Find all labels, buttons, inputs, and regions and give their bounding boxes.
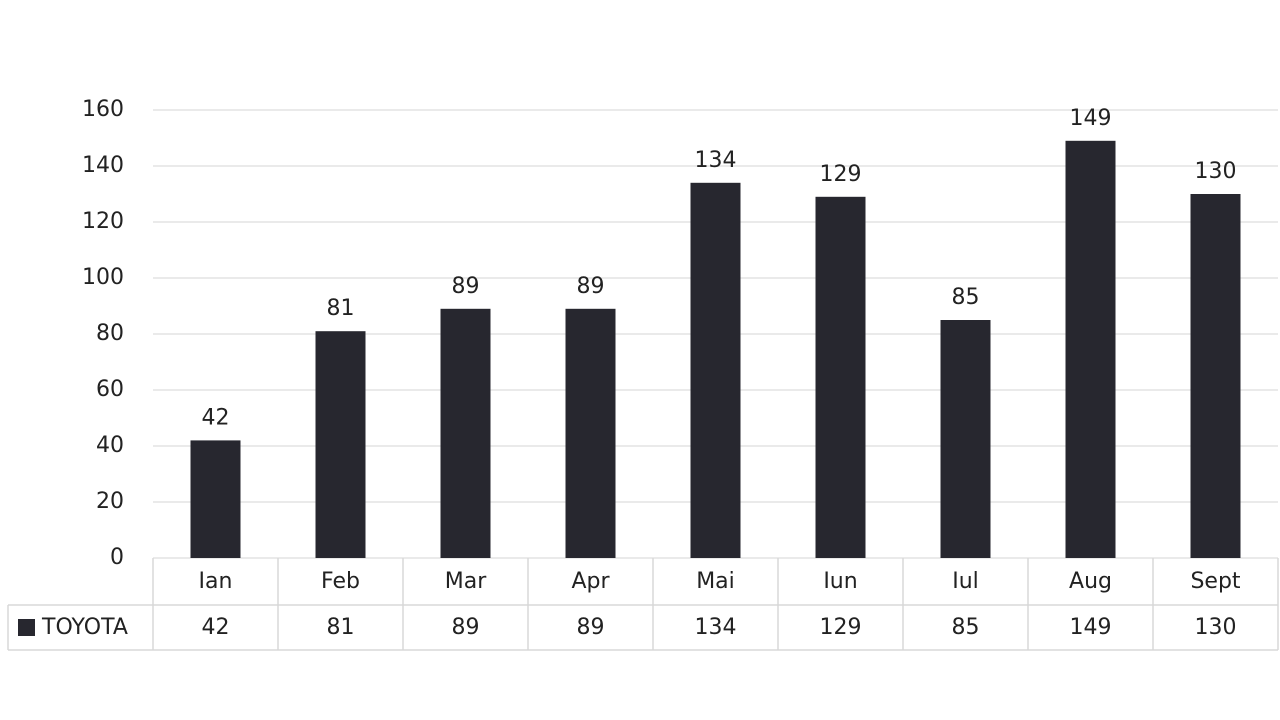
data-label: 134 (695, 148, 737, 173)
table-value: 89 (452, 615, 480, 640)
table-value: 129 (820, 615, 862, 640)
y-tick-label: 140 (82, 153, 124, 178)
data-label: 129 (820, 162, 862, 187)
y-tick-label: 120 (82, 209, 124, 234)
table-value: 85 (952, 615, 980, 640)
legend-swatch (18, 619, 35, 636)
bar (315, 331, 366, 558)
x-tick-label: Sept (1190, 569, 1240, 594)
table-value: 134 (695, 615, 737, 640)
legend-label: TOYOTA (41, 615, 128, 640)
y-tick-label: 160 (82, 97, 124, 122)
bar (440, 308, 491, 558)
data-label: 42 (202, 405, 230, 430)
x-tick-label: Mai (696, 569, 735, 594)
table-value: 42 (202, 615, 230, 640)
bar (1190, 194, 1241, 558)
y-tick-label: 40 (96, 433, 124, 458)
x-tick-label: Mar (445, 569, 487, 594)
x-tick-label: Ian (199, 569, 233, 594)
data-label: 149 (1070, 106, 1112, 131)
x-tick-label: Aug (1069, 569, 1112, 594)
table-value: 81 (327, 615, 355, 640)
y-tick-label: 80 (96, 321, 124, 346)
table-value: 89 (577, 615, 605, 640)
table-value: 149 (1070, 615, 1112, 640)
bar (815, 196, 866, 559)
data-label: 89 (577, 274, 605, 299)
data-label: 85 (952, 285, 980, 310)
data-label: 89 (452, 274, 480, 299)
x-tick-label: Iun (823, 569, 857, 594)
x-tick-label: Feb (321, 569, 360, 594)
data-label: 130 (1195, 159, 1237, 184)
bar (690, 182, 741, 559)
y-tick-label: 20 (96, 489, 124, 514)
y-tick-label: 60 (96, 377, 124, 402)
x-tick-label: Apr (571, 569, 610, 594)
bar (940, 320, 991, 558)
data-label: 81 (327, 296, 355, 321)
x-tick-label: Iul (952, 569, 979, 594)
y-tick-label: 0 (110, 545, 124, 570)
y-tick-label: 100 (82, 265, 124, 290)
table-value: 130 (1195, 615, 1237, 640)
bar (1065, 140, 1116, 559)
bar (565, 308, 616, 558)
bar (190, 440, 241, 558)
